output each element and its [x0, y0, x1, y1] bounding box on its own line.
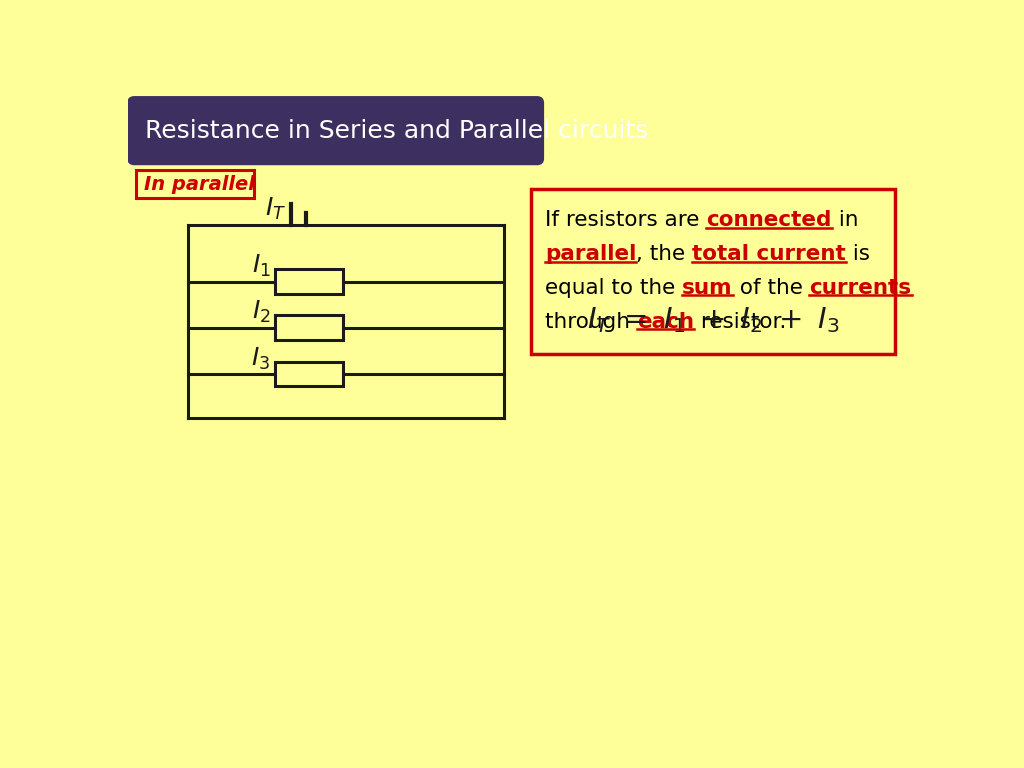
Text: resistor.: resistor. [694, 312, 786, 332]
Text: In parallel: In parallel [143, 174, 254, 194]
Text: currents: currents [809, 278, 911, 298]
Text: in: in [831, 210, 858, 230]
Text: of the: of the [733, 278, 809, 298]
Text: $I_1$: $I_1$ [252, 253, 270, 280]
Text: connected: connected [707, 210, 831, 230]
Text: is: is [846, 244, 870, 264]
Bar [275, 316, 343, 340]
Text: total current: total current [692, 244, 846, 264]
Text: $I_3$: $I_3$ [252, 346, 270, 372]
Bar [275, 362, 343, 386]
Text: parallel: parallel [545, 244, 636, 264]
Bar [136, 170, 254, 198]
Text: through: through [545, 312, 637, 332]
Bar [275, 270, 343, 294]
Text: each: each [637, 312, 694, 332]
Text: $I_2$: $I_2$ [252, 300, 270, 326]
Text: , the: , the [636, 244, 692, 264]
Bar [531, 189, 895, 354]
Text: Resistance in Series and Parallel circuits: Resistance in Series and Parallel circui… [145, 119, 648, 143]
Text: $I_T$: $I_T$ [265, 195, 286, 221]
Text: equal to the: equal to the [545, 278, 682, 298]
Text: sum: sum [682, 278, 733, 298]
Text: $I_T\ =\ I_1\ +\ I_2\ +\ I_3$: $I_T\ =\ I_1\ +\ I_2\ +\ I_3$ [587, 305, 840, 335]
Text: If resistors are: If resistors are [545, 210, 707, 230]
FancyBboxPatch shape [128, 97, 544, 164]
